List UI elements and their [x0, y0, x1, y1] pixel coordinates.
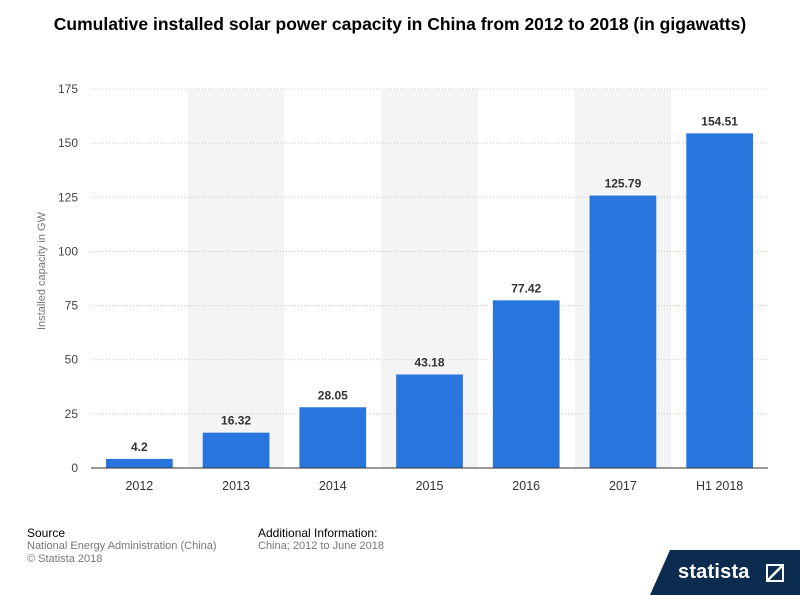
copyright-line: © Statista 2018: [27, 553, 103, 565]
x-tick-label: 2015: [416, 479, 444, 493]
bar: [299, 407, 367, 468]
x-tick-label: 2012: [125, 479, 153, 493]
source-line: National Energy Administration (China): [27, 540, 217, 552]
additional-info-block: Additional Information: China; 2012 to J…: [258, 527, 384, 553]
statista-logo[interactable]: statista: [650, 550, 800, 595]
bar-value-label: 28.05: [318, 388, 348, 402]
x-tick-label: 2014: [319, 479, 347, 493]
bar: [686, 133, 754, 468]
y-tick-label: 175: [58, 82, 78, 96]
y-axis-label: Installed capacity in GW: [36, 212, 48, 330]
background-band: [187, 89, 285, 468]
y-tick-label: 0: [71, 461, 78, 475]
y-tick-label: 150: [58, 136, 78, 150]
x-tick-label: H1 2018: [696, 479, 743, 493]
y-tick-label: 100: [58, 244, 78, 258]
statista-wordmark: statista: [678, 561, 750, 583]
bar-value-label: 16.32: [221, 414, 251, 428]
bar-value-label: 125.79: [605, 177, 642, 191]
bar: [492, 300, 560, 468]
statista-logo-icon: [766, 564, 784, 582]
bar-value-label: 77.42: [511, 281, 541, 295]
bar-value-label: 43.18: [414, 355, 444, 369]
bar: [202, 432, 270, 468]
bar: [105, 458, 173, 468]
y-tick-label: 75: [65, 299, 79, 313]
source-block: Source National Energy Administration (C…: [27, 527, 217, 566]
y-tick-label: 50: [65, 353, 79, 367]
additional-info-text: China; 2012 to June 2018: [258, 540, 384, 552]
chart-title: Cumulative installed solar power capacit…: [53, 14, 747, 34]
bar: [396, 374, 463, 468]
bar-value-label: 4.2: [131, 440, 148, 454]
bar: [589, 195, 657, 468]
bar-chart: 0 25 50 75 100 125 150 175 4.2 2012 16.32 2013 28.05…: [58, 82, 768, 493]
source-heading: Source: [27, 526, 66, 540]
y-tick-label: 25: [65, 407, 79, 421]
additional-info-heading: Additional Information:: [258, 526, 378, 540]
bar-value-label: 154.51: [701, 114, 738, 128]
y-tick-label: 125: [58, 190, 78, 204]
x-tick-label: 2016: [512, 479, 540, 493]
x-tick-label: 2017: [609, 479, 637, 493]
x-tick-label: 2013: [222, 479, 250, 493]
